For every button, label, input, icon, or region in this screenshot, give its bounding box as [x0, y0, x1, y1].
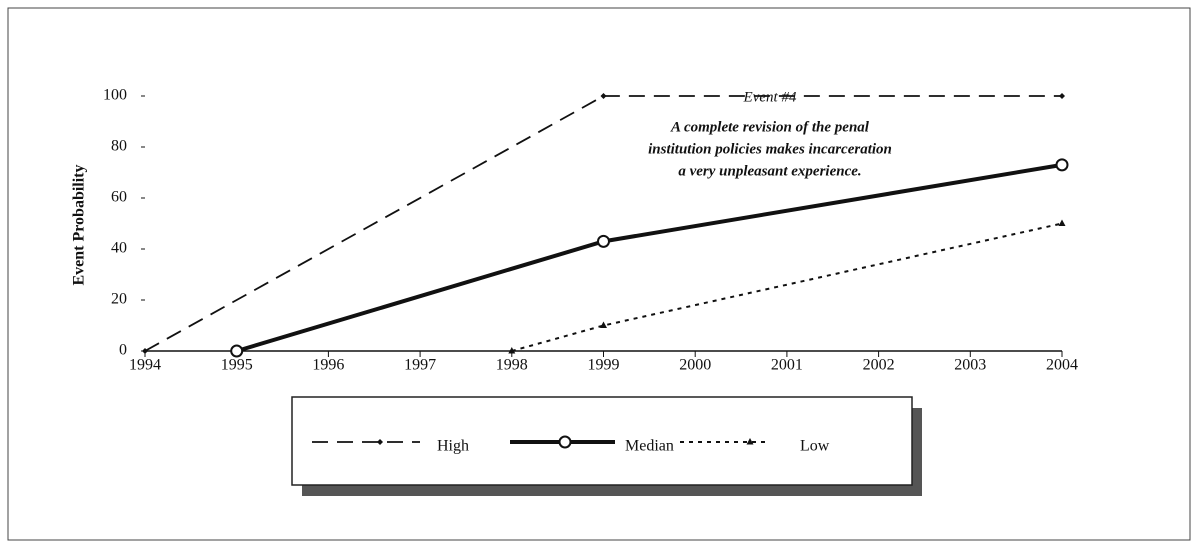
x-tick-label: 2004 [1046, 357, 1078, 374]
y-axis-label: Event Probability [71, 164, 88, 285]
marker [508, 347, 516, 354]
series-line [511, 222, 1063, 352]
annotation-title: Event #4 [743, 89, 797, 105]
y-tick-label: 60 [111, 189, 127, 206]
frame [7, 7, 1191, 541]
series-line [144, 95, 1062, 352]
x-tick-label: 1994 [129, 357, 161, 374]
marker [142, 348, 148, 354]
series-line [236, 162, 1063, 353]
marker [1055, 158, 1069, 172]
y-tick-label: 100 [103, 87, 127, 104]
x-tick-label: 2000 [679, 357, 711, 374]
x-tick-label: 1996 [312, 357, 344, 374]
annotation-line: a very unpleasant experience. [678, 163, 861, 179]
marker [600, 93, 607, 99]
x-tick-label: 2001 [771, 357, 803, 374]
legend-marker [558, 435, 572, 449]
legend-label: High [437, 438, 469, 455]
marker [1059, 93, 1065, 99]
y-tick-label: 40 [111, 240, 127, 257]
legend-marker [746, 438, 754, 445]
y-tick-label: 0 [119, 342, 127, 359]
x-tick-label: 1997 [404, 357, 436, 374]
x-tick-label: 1999 [588, 357, 620, 374]
x-tick-label: 1998 [496, 357, 528, 374]
legend-marker [377, 439, 383, 445]
x-tick-label: 2003 [954, 357, 986, 374]
x-tick-label: 1995 [221, 357, 253, 374]
y-tick-label: 20 [111, 291, 127, 308]
marker [597, 234, 610, 248]
annotation-line: institution policies makes incarceration [648, 141, 892, 157]
x-tick-label: 2002 [863, 357, 895, 374]
marker [1058, 219, 1066, 226]
y-tick-label: 80 [111, 138, 127, 155]
annotation-line: A complete revision of the penal [670, 119, 870, 135]
legend-label: Low [800, 438, 830, 455]
marker [600, 321, 607, 328]
marker [230, 344, 244, 358]
legend-label: Median [625, 438, 674, 455]
